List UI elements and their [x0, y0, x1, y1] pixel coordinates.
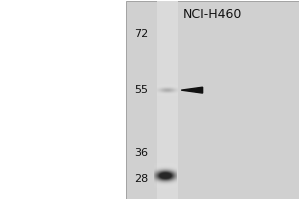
- Bar: [158, 1, 178, 199]
- Bar: [126, 1, 298, 199]
- Polygon shape: [181, 87, 202, 93]
- Text: 72: 72: [134, 29, 148, 39]
- Text: NCI-H460: NCI-H460: [183, 8, 242, 21]
- Text: 28: 28: [134, 174, 148, 184]
- Text: 55: 55: [134, 85, 148, 95]
- Text: 36: 36: [134, 148, 148, 158]
